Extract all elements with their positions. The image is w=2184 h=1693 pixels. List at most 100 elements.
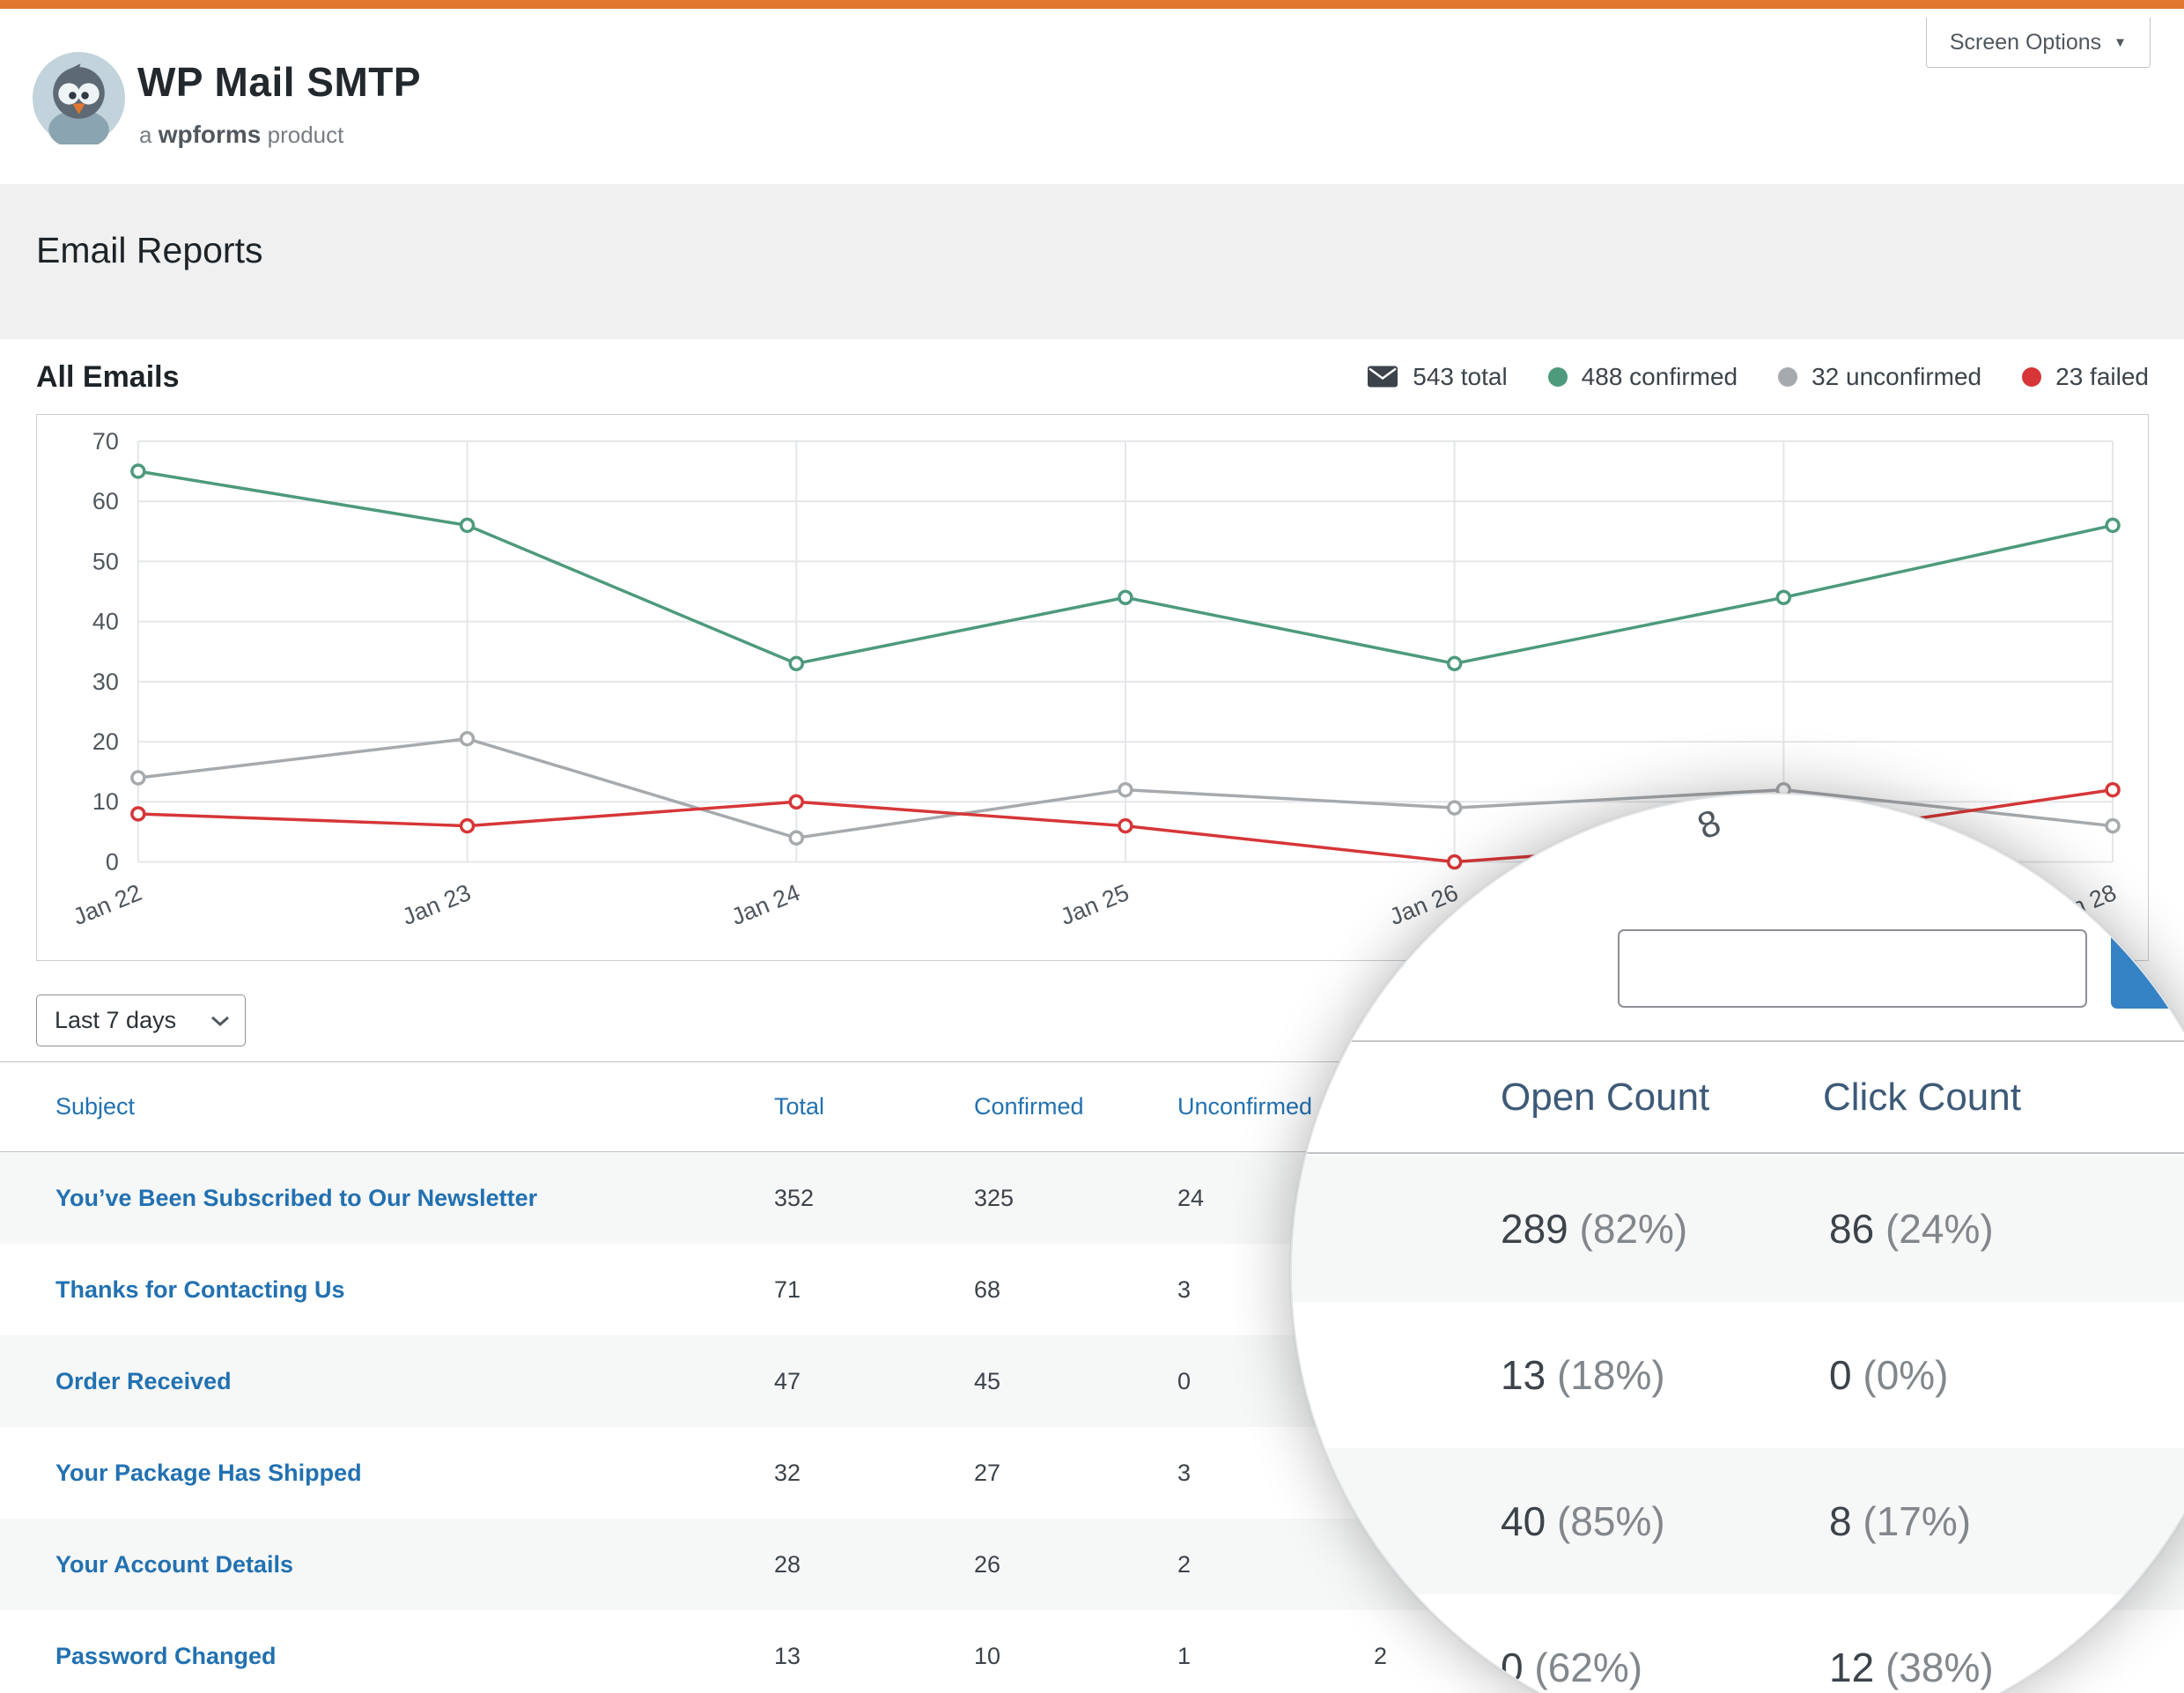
app-title: WP Mail SMTP — [137, 59, 422, 105]
cell-subject: Order Received — [0, 1368, 774, 1395]
click-percent: (17%) — [1863, 1498, 1972, 1544]
open-count-cell: 13 (18%) — [1501, 1352, 1665, 1398]
open-percent: (82%) — [1579, 1206, 1688, 1252]
byline: a wpforms product — [139, 121, 343, 149]
cell-unconfirmed: 3 — [1177, 1459, 1192, 1486]
cell-confirmed: 45 — [974, 1367, 1001, 1394]
click-count-cell: 86 (24%) — [1829, 1206, 1994, 1252]
legend-label: 23 failed — [2055, 362, 2149, 390]
page-title: Email Reports — [36, 230, 263, 270]
cell-total: 28 — [774, 1550, 801, 1578]
byline-suffix: product — [267, 122, 344, 148]
column-header-subject[interactable]: Subject — [55, 1093, 136, 1120]
svg-text:70: 70 — [92, 428, 119, 455]
search-button[interactable] — [2111, 928, 2184, 1009]
open-percent: (18%) — [1556, 1352, 1665, 1398]
cell-unconfirmed: 3 — [1177, 1275, 1192, 1303]
byline-prefix: a — [139, 122, 152, 148]
page-title-bar: Email Reports — [0, 184, 2184, 339]
magnified-table-row: 13 (18%) 0 (0%) — [1292, 1302, 2184, 1448]
cell-total: 71 — [774, 1275, 801, 1303]
legend-label: 488 confirmed — [1581, 362, 1738, 390]
svg-text:40: 40 — [92, 609, 119, 635]
wpforms-brand: wpforms — [158, 121, 262, 148]
email-subject-link[interactable]: You’ve Been Subscribed to Our Newsletter — [55, 1184, 538, 1211]
chevron-down-icon — [211, 1016, 229, 1026]
legend-item: 23 failed — [2022, 363, 2149, 391]
svg-text:Jan 22: Jan 22 — [70, 879, 145, 930]
caret-down-icon: ▼ — [2114, 34, 2127, 50]
magnified-table-row: 289 (82%) 86 (24%) — [1292, 1156, 2184, 1302]
cell-confirmed: 325 — [974, 1184, 1015, 1211]
cell-total: 32 — [774, 1459, 801, 1486]
email-subject-link[interactable]: Your Package Has Shipped — [55, 1459, 362, 1486]
legend-item: 543 total — [1367, 362, 1508, 391]
date-range-select[interactable]: Last 7 days — [36, 994, 246, 1046]
svg-text:Jan 23: Jan 23 — [398, 879, 474, 930]
legend-dot-icon — [1547, 366, 1568, 387]
section-title: All Emails — [36, 360, 180, 394]
open-count-column-header[interactable]: Open Count — [1501, 1075, 1710, 1119]
legend-item: 488 confirmed — [1547, 362, 1738, 391]
cell-confirmed: 68 — [974, 1275, 1001, 1303]
chart-legend: 543 total 488 confirmed 32 unconfirmed 23 f… — [1367, 339, 2149, 414]
svg-text:60: 60 — [92, 488, 119, 514]
svg-text:30: 30 — [92, 669, 119, 695]
click-percent: (24%) — [1885, 1206, 1994, 1252]
cell-total: 13 — [774, 1642, 801, 1669]
magnified-table-row: 0 (62%) 12 (38%) — [1292, 1594, 2184, 1693]
date-range-value: Last 7 days — [55, 1007, 177, 1033]
pigeon-icon — [33, 52, 125, 150]
magnified-axis-label-fragment: 8 — [1691, 801, 1727, 847]
magnified-rows: 289 (82%) 86 (24%) 13 (18%) 0 (0%) 40 (85%) 8… — [1292, 1156, 2184, 1693]
svg-text:50: 50 — [92, 548, 119, 574]
legend-item: 32 unconfirmed — [1778, 363, 1981, 391]
cell-subject: You’ve Been Subscribed to Our Newsletter — [0, 1185, 774, 1212]
email-subject-link[interactable]: Order Received — [55, 1367, 232, 1394]
cell-subject: Your Package Has Shipped — [0, 1460, 774, 1487]
magnified-table-row: 40 (85%) 8 (17%) — [1292, 1448, 2184, 1594]
app-header: WP Mail SMTP a wpforms product Screen Op… — [0, 9, 2184, 184]
cell-total: 352 — [774, 1184, 815, 1211]
legend-label: 543 total — [1413, 362, 1508, 390]
open-percent: (85%) — [1556, 1498, 1665, 1544]
search-input[interactable] — [1618, 929, 2087, 1008]
cell-subject: Your Account Details — [0, 1551, 774, 1578]
click-percent: (38%) — [1885, 1645, 1994, 1690]
open-count-cell: 0 (62%) — [1501, 1645, 1643, 1690]
table-top-border — [1292, 1040, 2184, 1042]
cell-confirmed: 27 — [974, 1459, 1001, 1486]
legend-dot-icon — [2022, 366, 2042, 387]
click-count-column-header[interactable]: Click Count — [1823, 1075, 2021, 1119]
envelope-icon — [1368, 366, 1398, 388]
screen-options-button[interactable]: Screen Options ▼ — [1925, 18, 2151, 68]
open-percent: (62%) — [1534, 1645, 1643, 1690]
legend-dot-icon — [1778, 366, 1798, 387]
open-count-cell: 40 (85%) — [1501, 1498, 1665, 1544]
cell-subject: Thanks for Contacting Us — [0, 1276, 774, 1304]
svg-text:20: 20 — [92, 728, 119, 755]
column-header-unconfirmed[interactable]: Unconfirmed — [1177, 1093, 1313, 1120]
svg-text:Jan 24: Jan 24 — [727, 879, 803, 930]
click-count-cell: 12 (38%) — [1829, 1645, 1994, 1690]
email-subject-link[interactable]: Thanks for Contacting Us — [55, 1275, 345, 1303]
cell-confirmed: 10 — [974, 1642, 1001, 1669]
cell-unconfirmed: 1 — [1177, 1642, 1192, 1669]
cell-subject: Password Changed — [0, 1643, 774, 1670]
magnified-table-header: Open Count Click Count — [1292, 1042, 2184, 1154]
click-percent: (0%) — [1863, 1352, 1949, 1398]
legend-label: 32 unconfirmed — [1811, 362, 1982, 390]
email-subject-link[interactable]: Your Account Details — [55, 1550, 294, 1578]
cell-unconfirmed: 2 — [1177, 1550, 1192, 1578]
column-header-total[interactable]: Total — [774, 1093, 825, 1120]
click-count-cell: 0 (0%) — [1829, 1352, 1949, 1398]
svg-text:10: 10 — [92, 788, 119, 815]
column-header-confirmed[interactable]: Confirmed — [974, 1093, 1084, 1120]
email-subject-link[interactable]: Password Changed — [55, 1642, 277, 1669]
magnifier-overlay: 8 Open Count Click Count 289 (82%) 86 (24… — [1290, 793, 2184, 1693]
cell-unconfirmed: 0 — [1177, 1367, 1192, 1394]
summary-row: All Emails 543 total 488 confirmed 32 unco… — [0, 339, 2184, 414]
svg-text:Jan 25: Jan 25 — [1057, 879, 1133, 930]
admin-top-bar — [0, 0, 2184, 9]
